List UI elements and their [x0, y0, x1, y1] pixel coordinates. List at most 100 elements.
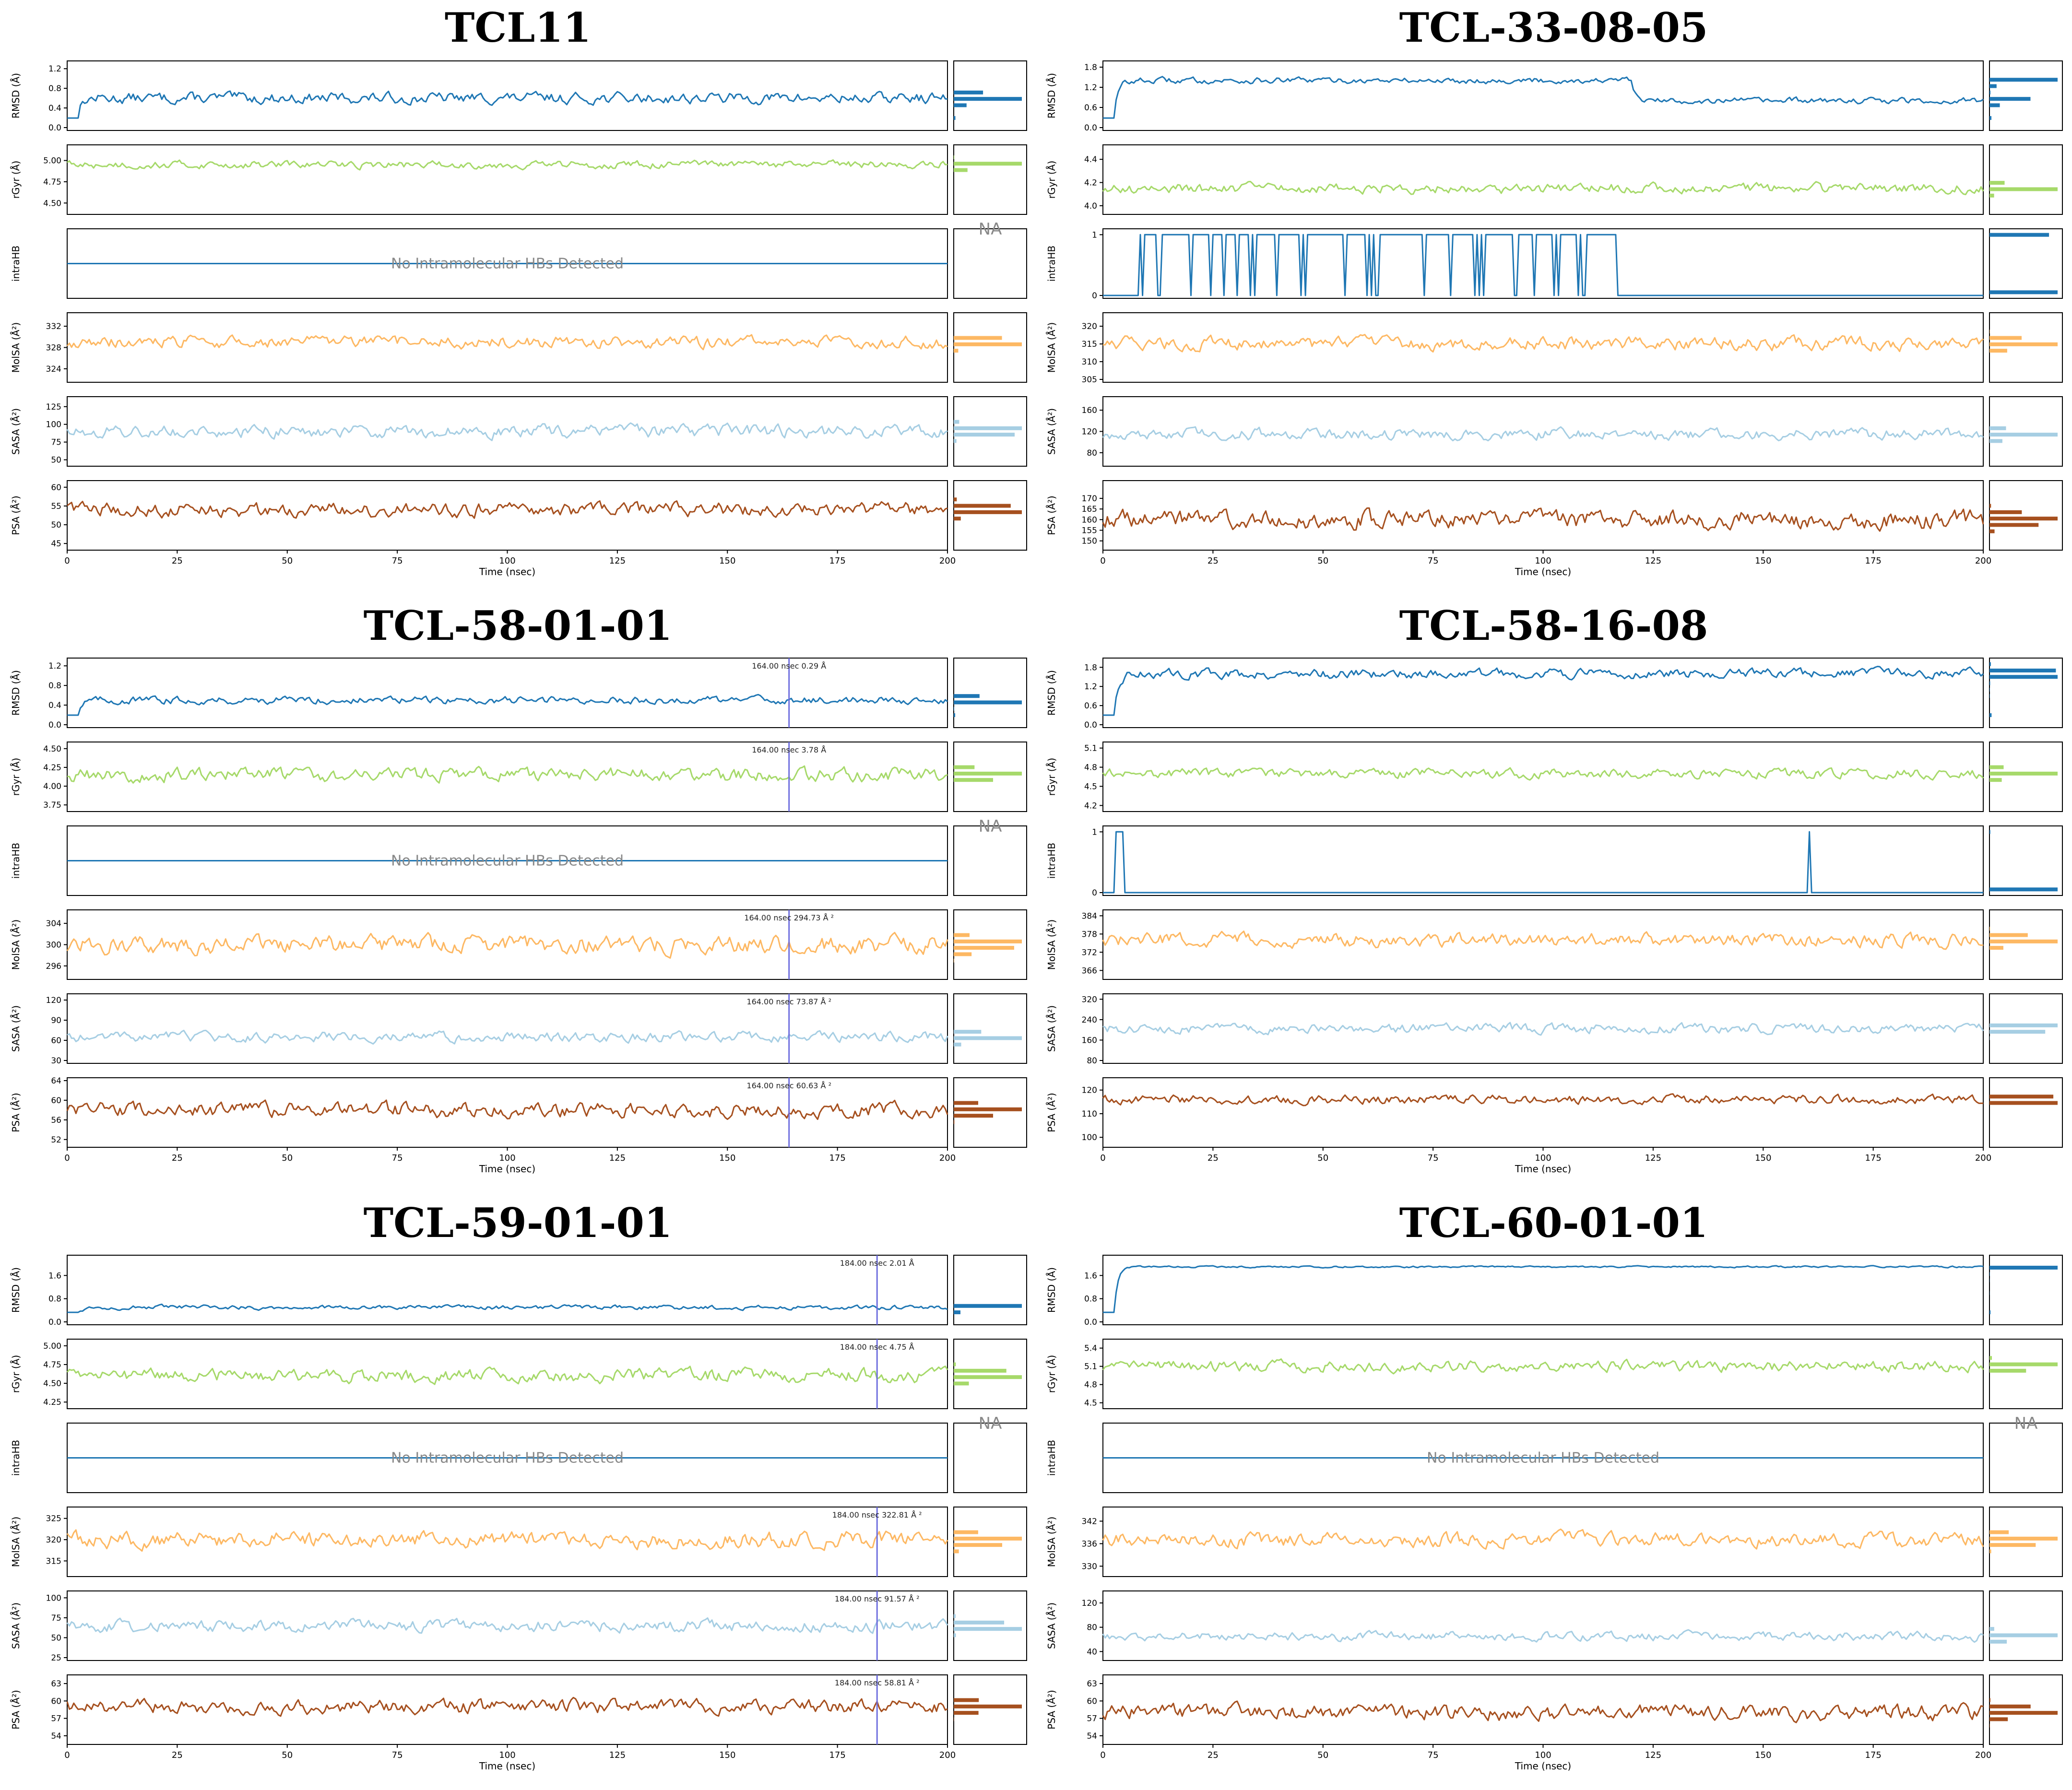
y-tick-label: 320 [1082, 995, 1097, 1004]
x-tick-label: 0 [1100, 1750, 1105, 1760]
y-tick-label: 384 [1082, 911, 1097, 921]
hist-bar [954, 497, 957, 502]
hist-bar [954, 1543, 1002, 1547]
hist-bar [954, 1114, 994, 1118]
plot-frame [67, 993, 948, 1064]
y-tick-label: 50 [51, 456, 61, 465]
hist-bar [1989, 1543, 2036, 1547]
hist-frame [953, 1077, 1027, 1148]
plot-frame [1102, 312, 1984, 383]
y-tick-label: 50 [51, 1633, 61, 1643]
y-axis-label: PSA (Å²) [10, 1093, 22, 1132]
y-tick-label: 3.75 [43, 801, 61, 810]
panel-title-tcl11: TCL11 [444, 4, 592, 51]
x-tick-label: 125 [609, 1750, 626, 1760]
hist-bar [1989, 1698, 1991, 1702]
hist-frame [1989, 60, 2063, 131]
y-tick-label: 25 [51, 1653, 61, 1663]
series-line-psa [67, 500, 948, 519]
hist-bar [954, 946, 1014, 950]
series-line-rgyr [66, 1366, 948, 1385]
hist-bar [1989, 1536, 2058, 1541]
y-tick-label: 0 [1092, 888, 1097, 898]
x-tick-label: 150 [719, 1750, 735, 1760]
y-axis-label: RMSD (Å) [1046, 670, 1057, 716]
x-tick-label: 0 [64, 1750, 70, 1760]
hist-bar [954, 933, 970, 937]
y-tick-label: 300 [46, 941, 61, 950]
y-tick-label: 315 [46, 1556, 61, 1566]
hist-bar [1989, 439, 2002, 443]
hist-bar [1989, 1265, 2058, 1270]
y-tick-label: 4.50 [43, 1379, 61, 1389]
hist-bar [954, 1381, 969, 1386]
y-tick-label: 5.1 [1084, 1362, 1097, 1372]
y-tick-label: 240 [1082, 1015, 1097, 1025]
y-tick-label: 0.6 [1084, 103, 1097, 113]
hist-frame [1989, 993, 2063, 1064]
y-tick-label: 330 [1082, 1562, 1097, 1571]
series-line-sasa [66, 422, 948, 441]
y-tick-label: 1.6 [48, 1271, 61, 1281]
time-marker-label: 164.00 nsec 294.73 Å ² [744, 913, 834, 922]
plot-frame [67, 480, 948, 551]
y-tick-label: 55 [51, 502, 61, 511]
x-tick-label: 200 [1975, 1153, 1991, 1163]
hist-bar [954, 1362, 956, 1366]
hist-frame [953, 1339, 1027, 1409]
hist-bar [1989, 675, 2058, 679]
series-line-rmsd [1103, 1265, 1984, 1313]
hist-frame [953, 825, 1027, 896]
hist-frame [1989, 825, 2063, 896]
y-tick-label: 320 [46, 1535, 61, 1545]
x-tick-label: 100 [499, 1153, 515, 1163]
panel-title-tcl-58-16-08: TCL-58-16-08 [1399, 602, 1708, 649]
hist-bar [954, 1627, 1022, 1631]
y-tick-label: 366 [1082, 966, 1097, 976]
hist-bar [954, 952, 972, 956]
y-tick-label: 1 [1092, 827, 1097, 837]
hist-bar [1989, 187, 2058, 191]
y-tick-label: 0.0 [48, 720, 61, 730]
plot-frame [1102, 742, 1984, 812]
hist-bar [954, 162, 1022, 166]
hist-bar [954, 1107, 1022, 1111]
hist-frame [953, 312, 1027, 383]
hist-frame [953, 60, 1027, 131]
x-tick-label: 200 [1975, 1750, 1991, 1760]
hist-bar [954, 1036, 1022, 1040]
y-tick-label: 80 [1087, 448, 1097, 458]
hist-frame [1989, 1339, 2063, 1409]
plot-frame [1102, 1339, 1984, 1409]
hist-frame [1989, 658, 2063, 728]
panel-4: RMSD (Å) 0.0 0.8 1.6 184.00 nsec 2.01 Å rGyr … [10, 1255, 1027, 1772]
na-label: NA [2014, 1414, 2038, 1433]
hist-bar [1989, 116, 1992, 120]
y-tick-label: 125 [46, 402, 61, 412]
hist-bar [954, 439, 957, 443]
hist-frame [953, 1507, 1027, 1577]
hist-frame [1989, 1674, 2063, 1745]
na-label: NA [979, 220, 1002, 239]
hist-frame [953, 396, 1027, 467]
x-tick-label: 200 [1975, 556, 1991, 566]
series-line-psa [66, 1099, 948, 1120]
y-tick-label: 45 [51, 539, 61, 549]
x-tick-label: 50 [282, 1750, 293, 1760]
y-axis-label: RMSD (Å) [1046, 1267, 1057, 1313]
y-axis-label: rGyr (Å) [1046, 1355, 1057, 1393]
hist-frame [1989, 480, 2063, 551]
hist-bar [1989, 336, 2022, 340]
hist-bar [1989, 97, 2031, 101]
series-line-molsa [1102, 1528, 1984, 1550]
series-line-molsa [66, 1529, 948, 1552]
x-tick-label: 0 [1100, 1153, 1105, 1163]
series-line-rgyr [67, 159, 948, 171]
panel-title-tcl-60-01-01: TCL-60-01-01 [1399, 1199, 1708, 1247]
x-tick-label: 175 [1865, 556, 1881, 566]
y-axis-label: SASA (Å²) [10, 1005, 22, 1052]
hist-frame [1989, 909, 2063, 980]
x-tick-label: 0 [64, 556, 70, 566]
